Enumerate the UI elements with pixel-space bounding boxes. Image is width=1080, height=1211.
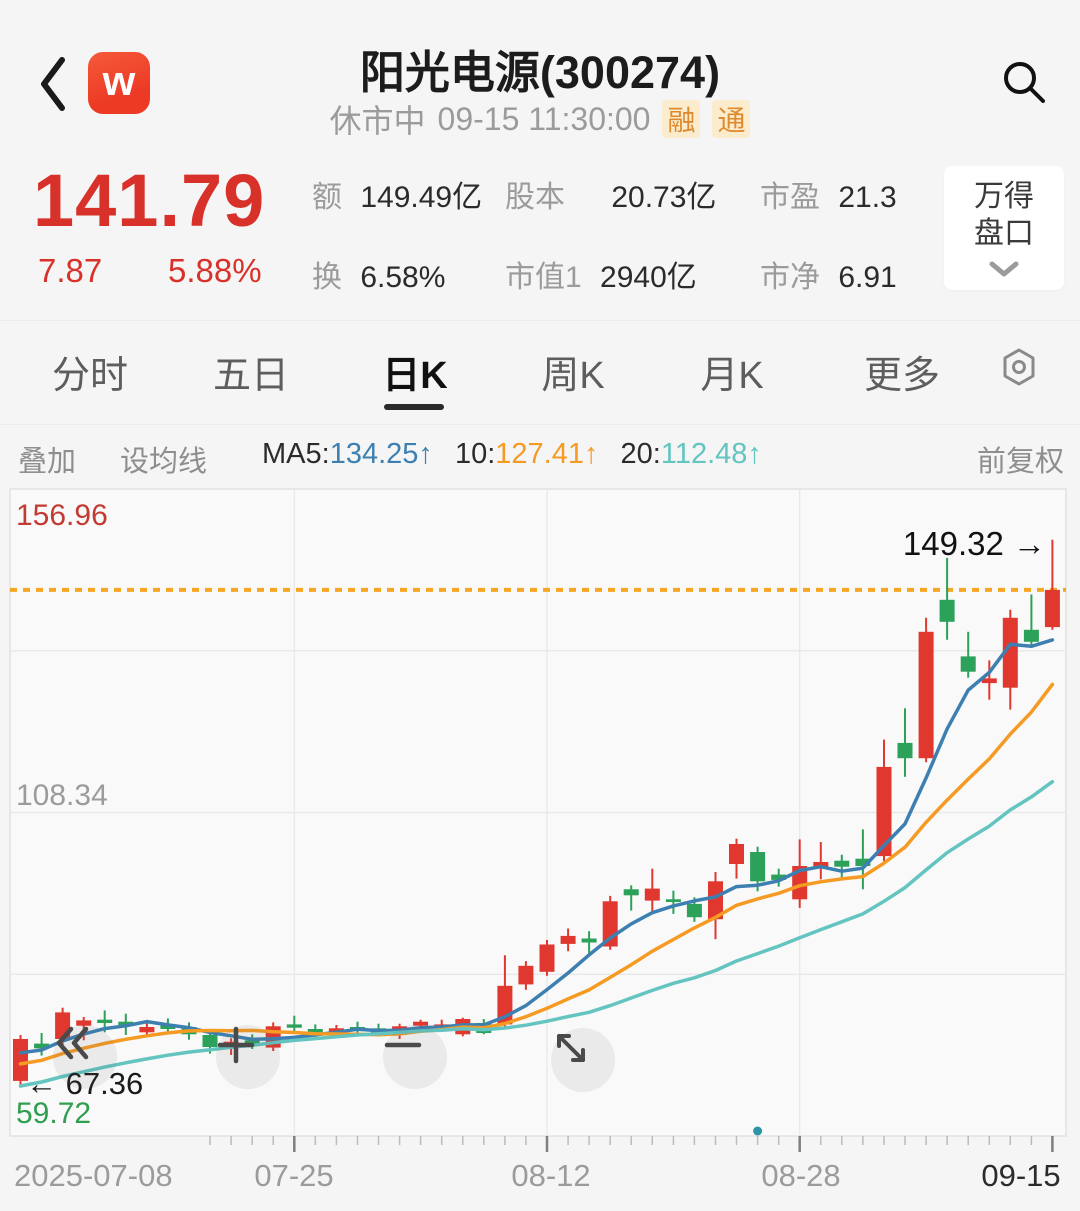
ma5-label: MA5: bbox=[262, 438, 330, 470]
search-button[interactable] bbox=[998, 56, 1050, 108]
stat-pe: 市盈 21.3 bbox=[760, 172, 897, 216]
chart-settings-button[interactable] bbox=[998, 346, 1040, 388]
stat-pb: 市净 6.91 bbox=[760, 252, 897, 296]
stat-amount: 额 149.49亿 bbox=[312, 172, 482, 216]
back-button[interactable] bbox=[34, 52, 74, 116]
y-axis-mid-label: 108.34 bbox=[16, 779, 108, 812]
x-axis-label-3: 08-12 bbox=[511, 1158, 591, 1193]
left-arrow-icon: ← bbox=[26, 1066, 57, 1101]
kchart-canvas[interactable] bbox=[0, 485, 1080, 1211]
ma20-value: 112.48↑ bbox=[660, 438, 762, 470]
market-status: 休市中 bbox=[329, 103, 426, 139]
wind-logo-letter: w bbox=[102, 57, 136, 104]
stat-value: 6.91 bbox=[838, 261, 897, 294]
high-price-value: 149.32 bbox=[902, 525, 1004, 562]
stat-label: 市值1 bbox=[505, 261, 582, 294]
ma-values-row: MA5:134.25↑ 10:127.41↑ 20:112.48↑ bbox=[262, 438, 762, 471]
x-axis-label-5: 09-15 bbox=[981, 1158, 1061, 1193]
expand-diagonal-icon bbox=[557, 1034, 585, 1062]
stat-label: 股本 bbox=[505, 181, 565, 214]
tab-daily-k[interactable]: 日K bbox=[382, 355, 448, 397]
chevron-left-icon bbox=[41, 57, 65, 111]
search-icon bbox=[1004, 62, 1045, 103]
stat-market-cap: 市值1 2940亿 bbox=[505, 252, 697, 296]
expand-chart-button[interactable] bbox=[551, 1028, 615, 1092]
wind-panel-line2: 盘口 bbox=[974, 217, 1034, 250]
x-axis-label-2: 07-25 bbox=[254, 1158, 334, 1193]
stat-value: 20.73亿 bbox=[611, 181, 717, 214]
market-status-row: 休市中 09-15 11:30:00 融 通 bbox=[0, 96, 1080, 142]
tab-more[interactable]: 更多 bbox=[863, 355, 941, 397]
y-axis-max-label: 156.96 bbox=[16, 499, 108, 532]
wind-order-book-button[interactable]: 万得 盘口 bbox=[944, 166, 1064, 290]
minus-icon bbox=[384, 1042, 422, 1048]
tab-monthly-k[interactable]: 月K bbox=[700, 355, 764, 397]
ma10-label: 10: bbox=[454, 438, 496, 470]
plus-icon bbox=[217, 1026, 255, 1064]
double-chevron-left-icon bbox=[56, 1026, 89, 1060]
stat-label: 额 bbox=[312, 181, 342, 214]
wind-logo[interactable]: w bbox=[88, 52, 150, 114]
tab-five-day[interactable]: 五日 bbox=[212, 355, 290, 397]
stat-label: 换 bbox=[312, 261, 342, 294]
section-divider bbox=[0, 424, 1080, 425]
stat-value: 21.3 bbox=[838, 181, 897, 214]
stat-value: 6.58% bbox=[360, 261, 446, 294]
stat-share-capital: 股本 20.73亿 bbox=[505, 172, 716, 216]
adjust-mode-button[interactable]: 前复权 bbox=[976, 446, 1064, 478]
ma5-value: 134.25↑ bbox=[329, 438, 433, 470]
set-ma-button[interactable]: 设均线 bbox=[120, 446, 208, 478]
current-price: 141.79 bbox=[33, 159, 266, 242]
price-change: 7.87 bbox=[38, 252, 103, 289]
zoom-out-button[interactable] bbox=[383, 1025, 447, 1089]
y-axis-min-label: 59.72 bbox=[16, 1097, 92, 1130]
section-divider bbox=[0, 320, 1080, 321]
ma20-label: 20: bbox=[620, 438, 661, 470]
candlestick-chart[interactable]: 156.96 108.34 59.72 ← 67.36 149.32 → 202… bbox=[0, 485, 1080, 1211]
zoom-in-button[interactable] bbox=[216, 1025, 280, 1089]
stat-value: 149.49亿 bbox=[360, 181, 483, 214]
stat-label: 市净 bbox=[760, 261, 820, 294]
margin-badge: 融 bbox=[662, 100, 701, 138]
high-price-marker: 149.32 → bbox=[903, 525, 1046, 563]
page-title: 阳光电源(300274) bbox=[359, 47, 721, 98]
active-tab-underline bbox=[384, 404, 444, 410]
wind-panel-line1: 万得 bbox=[974, 180, 1034, 213]
connect-badge: 通 bbox=[712, 100, 751, 138]
tab-intraday[interactable]: 分时 bbox=[51, 355, 129, 397]
price-change-pct: 5.88% bbox=[168, 252, 262, 289]
x-axis-label-4: 08-28 bbox=[761, 1158, 841, 1193]
stat-value: 2940亿 bbox=[600, 261, 697, 294]
tab-weekly-k[interactable]: 周K bbox=[541, 355, 605, 397]
low-price-value: 67.36 bbox=[65, 1066, 144, 1101]
stat-label: 市盈 bbox=[760, 181, 820, 214]
low-price-marker: ← 67.36 bbox=[26, 1066, 143, 1102]
quote-datetime: 09-15 11:30:00 bbox=[437, 100, 651, 137]
right-arrow-icon: → bbox=[1013, 525, 1046, 562]
chevron-down-icon bbox=[989, 261, 1019, 277]
x-axis-label-1: 2025-07-08 bbox=[14, 1158, 173, 1193]
scroll-left-button[interactable] bbox=[53, 1025, 117, 1089]
stat-turnover: 换 6.58% bbox=[312, 252, 445, 296]
ma10-value: 127.41↑ bbox=[495, 438, 599, 470]
settings-hex-icon bbox=[1003, 348, 1035, 386]
overlay-button[interactable]: 叠加 bbox=[18, 446, 77, 478]
